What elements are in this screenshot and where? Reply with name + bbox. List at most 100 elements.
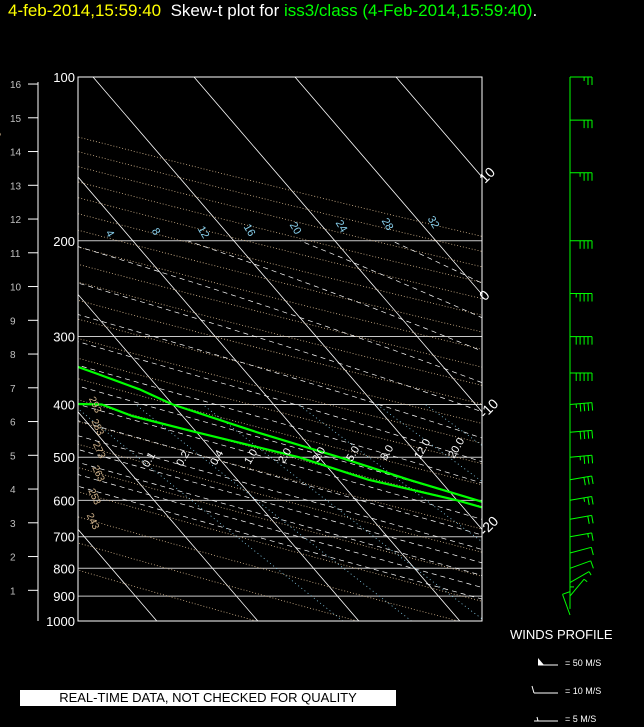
wind-barb-feather [590,560,594,569]
wind-barb [570,336,593,345]
wind-barb-feather [583,431,586,440]
wind-barb-feather [587,402,590,411]
isotherm-line [78,293,360,621]
pressure-tick-label: 400 [53,398,75,413]
wind-barb-half-feather [583,497,586,502]
legend-5: = 5 M/S [530,713,640,725]
dry-adiabat [78,136,482,237]
title-datetime: 4-feb-2014,15:59:40 [8,1,162,20]
grid-layer [0,77,644,622]
wind-barb-staff [569,560,591,569]
mixing-ratio-label: 20 [287,220,304,237]
mixing-ratio-label: 0.4 [208,448,226,467]
wind-barb-feather [591,475,594,484]
pennant-icon [538,658,558,666]
mixing-ratio-label: 12 [195,224,212,241]
dry-adiabat [78,467,482,577]
legend-50: = 50 M/S [530,657,640,669]
mixing-ratio-line [551,405,644,622]
wind-barb-feather [579,403,582,412]
isotherm-line [395,77,482,178]
wind-barb-feather [579,431,582,440]
wind-barb [569,402,594,412]
dry-adiabat [78,197,482,300]
dry-adiabat [78,421,482,530]
isotherm-line [193,77,482,413]
wind-barb [570,172,593,181]
wind-barb-staff [569,571,590,584]
height-tick-label: 7 [10,384,16,395]
wind-barb [569,496,594,506]
isotherm-line [0,77,56,621]
mixing-lower-label-group: 0.1 [140,450,158,469]
pressure-tick-label: 900 [53,589,75,604]
mixing-upper-label-group: 32 [425,214,442,231]
moist-adiabat [78,341,482,463]
height-tick-label: 4 [10,485,16,496]
dry-adiabat [78,166,482,268]
wind-barb [569,514,594,524]
isotherm-line [78,176,461,621]
moist-adiabat [78,403,482,520]
dry-adiabat-label: 263 [89,464,106,484]
mixing-ratio-line [202,404,482,620]
moist-adiabat [78,485,482,600]
winds-profile-title: WINDS PROFILE [510,627,613,642]
wind-barb [570,240,593,249]
wind-barb [570,293,593,302]
wind-barb-staff [569,546,592,554]
wind-barb-feather [583,403,586,412]
pressure-tick-label: 100 [53,70,75,85]
wind-barb [569,429,594,440]
legend-10-label: = 10 M/S [565,686,602,696]
moist-adiabat [78,474,482,588]
dry-adiabat [78,181,482,283]
legend-10: = 10 M/S [530,685,640,697]
isotherm-right-label: -20 [476,513,502,539]
dry-adiabat [78,399,482,507]
mixing-ratio-line [135,404,412,621]
mixing-ratio-label: 1.0 [242,447,260,466]
height-tick-label: 5 [10,451,16,462]
title-prefix: Skew-t plot for [170,1,280,20]
mixing-ratio-label: 0.1 [140,450,158,469]
mixing-upper-label-group: 20 [287,220,304,237]
mixing-ratio-label: 2.0 [276,446,294,465]
isotherm-line [598,77,644,621]
mixing-ratio-label: 8.0 [378,443,396,462]
dry-adiabat-label: 283 [89,418,106,438]
dewpoint-line [78,402,482,509]
dry-adiabat-label: 243 [84,512,101,532]
mixing-ratio-label: 4 [103,228,116,239]
dry-adiabat [78,246,482,350]
wind-barb [562,591,571,616]
wind-barb-feather [591,496,594,505]
dry-adiabat [78,318,482,424]
height-tick-label: 2 [10,553,16,564]
half-barb-icon [534,716,558,722]
isotherm-right-label-group: -20 [476,513,502,539]
wind-barb-feather [591,532,594,541]
mixing-lower-label-group: 0.4 [208,448,226,467]
wind-barb [569,475,594,486]
wind-barb-feather [562,591,571,595]
isotherm-line [78,411,259,621]
isotherm-right-label-group: -10 [476,395,502,421]
wind-barb-feather [591,402,594,411]
plot-frame [77,76,483,622]
height-tick-label: 9 [10,316,16,327]
mixing-ratio-line [489,405,644,622]
legend-5-label: = 5 M/S [565,714,597,724]
pressure-tick-label: 800 [53,561,75,576]
dry-adiabat-label-group: 433 [0,120,3,140]
disclaimer-banner: REAL-TIME DATA, NOT CHECKED FOR QUALITY [20,690,396,706]
moist-adiabat [78,282,482,413]
pressure-tick-label: 300 [53,330,75,345]
wind-barb-staff [569,496,592,501]
dry-adiabat-label: 273 [90,441,107,461]
height-tick-label: 13 [10,181,22,192]
height-tick-label: 1 [10,586,16,597]
mixing-lower-label-group: 2.0 [276,446,294,465]
wind-barb-half-feather [587,533,589,538]
dry-adiabat [78,337,482,444]
